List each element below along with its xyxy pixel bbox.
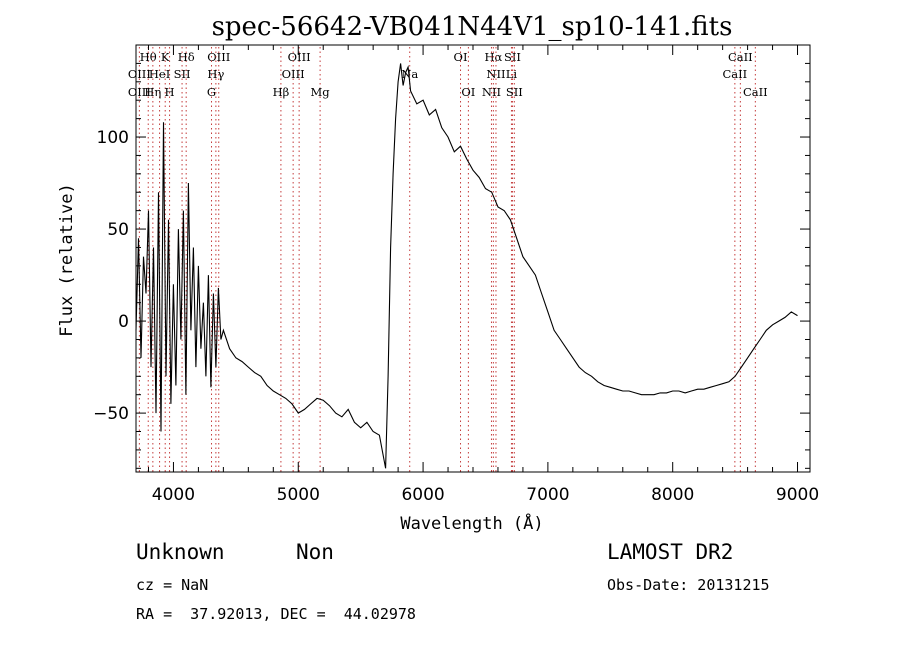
line-label: OIII <box>282 67 305 81</box>
line-label: NII <box>482 85 501 99</box>
x-tick-label: 6000 <box>401 485 444 505</box>
line-label: OIII <box>288 50 311 64</box>
line-label: CaII <box>722 67 747 81</box>
line-label: SII <box>504 50 521 64</box>
y-tick-label: 0 <box>118 312 129 332</box>
line-label: H <box>165 85 175 99</box>
line-label: OIII <box>207 50 230 64</box>
line-label: SII <box>506 85 523 99</box>
x-tick-label: 4000 <box>152 485 195 505</box>
x-tick-label: 5000 <box>277 485 320 505</box>
line-label: Hδ <box>178 50 195 64</box>
object-subclass: Non <box>296 540 334 564</box>
chart-title: spec-56642-VB041N44V1_sp10-141.fits <box>212 12 733 42</box>
survey-name: LAMOST DR2 <box>607 540 734 564</box>
x-tick-label: 7000 <box>526 485 569 505</box>
line-label: CaII <box>743 85 768 99</box>
line-label: G <box>207 85 216 99</box>
y-tick-label: −50 <box>93 404 129 424</box>
line-label: SII <box>174 67 191 81</box>
line-label: Na <box>401 67 418 81</box>
line-label: Li <box>506 67 518 81</box>
line-label: Hβ <box>273 85 290 99</box>
line-label: Hα <box>484 50 502 64</box>
line-label: K <box>161 50 170 64</box>
y-tick-label: 100 <box>97 128 129 148</box>
line-label: CaII <box>728 50 753 64</box>
x-tick-label: 8000 <box>651 485 694 505</box>
redshift-text: cz = NaN <box>136 576 209 594</box>
obs-date-text: Obs-Date: 20131215 <box>607 576 770 594</box>
x-tick-label: 9000 <box>776 485 819 505</box>
y-tick-label: 50 <box>107 220 129 240</box>
line-label: OIII <box>128 67 151 81</box>
y-axis: −50 0 50 100 <box>93 62 810 469</box>
line-label: Hγ <box>207 67 224 81</box>
x-axis-label: Wavelength (Å) <box>400 512 543 534</box>
line-label: Hη <box>144 85 161 99</box>
line-label: Mg <box>311 85 331 99</box>
line-label: OI <box>454 50 468 64</box>
y-axis-label: Flux (relative) <box>57 183 77 337</box>
line-label: Hθ <box>140 50 157 64</box>
line-label: NII <box>486 67 505 81</box>
plot-frame <box>135 44 811 473</box>
line-label: OIII <box>128 85 151 99</box>
coordinates-text: RA = 37.92013, DEC = 44.02978 <box>136 605 416 623</box>
object-class: Unknown <box>136 540 225 564</box>
line-label: OI <box>461 85 475 99</box>
x-axis: 4000 5000 6000 7000 8000 9000 <box>147 45 819 505</box>
line-label: HeI <box>149 67 170 81</box>
spectrum-line <box>135 63 798 469</box>
